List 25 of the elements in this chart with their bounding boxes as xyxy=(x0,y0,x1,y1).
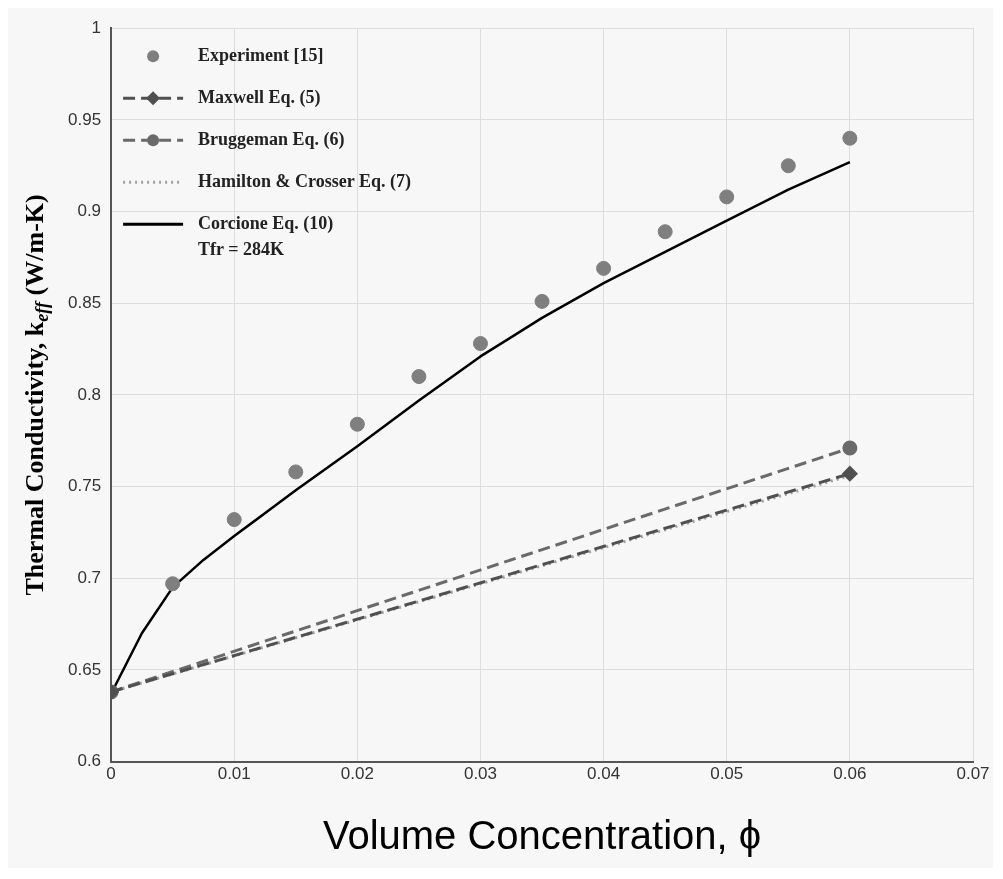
legend-label: Hamilton & Crosser Eq. (7) xyxy=(198,170,411,192)
x-tick-label: 0.03 xyxy=(463,764,498,784)
x-tick-label: 0.01 xyxy=(217,764,251,784)
y-tick-label: 0.95 xyxy=(67,109,102,129)
y-tick-label: 0.85 xyxy=(67,292,102,312)
y-tick-label: 0.8 xyxy=(77,384,102,404)
x-tick-label: 0.05 xyxy=(710,764,744,784)
y-axis-title: Thermal Conductivity, keff (W/m-K) xyxy=(19,194,53,596)
legend-label: Maxwell Eq. (5) xyxy=(198,86,321,108)
y-tick-label: 0.9 xyxy=(77,201,102,221)
y-tick-label: 0.6 xyxy=(77,751,102,771)
y-tick-label: 1 xyxy=(91,17,102,37)
x-tick-label: 0.06 xyxy=(833,764,867,784)
y-tick-label: 0.65 xyxy=(67,659,102,679)
x-axis-title: Volume Concentration, ϕ xyxy=(322,813,762,858)
x-tick-label: 0 xyxy=(106,764,116,784)
x-tick-label: 0.02 xyxy=(340,764,374,784)
x-tick-label: 0.04 xyxy=(587,764,621,784)
legend-label: Bruggeman Eq. (6) xyxy=(198,128,345,150)
x-tick-label: 0.07 xyxy=(956,764,990,784)
annotation: Tfr = 284K xyxy=(198,238,285,259)
legend-label: Experiment [15] xyxy=(198,44,324,65)
y-tick-label: 0.7 xyxy=(77,567,102,587)
y-tick-label: 0.75 xyxy=(67,476,102,496)
legend-label: Corcione Eq. (10) xyxy=(198,212,334,234)
